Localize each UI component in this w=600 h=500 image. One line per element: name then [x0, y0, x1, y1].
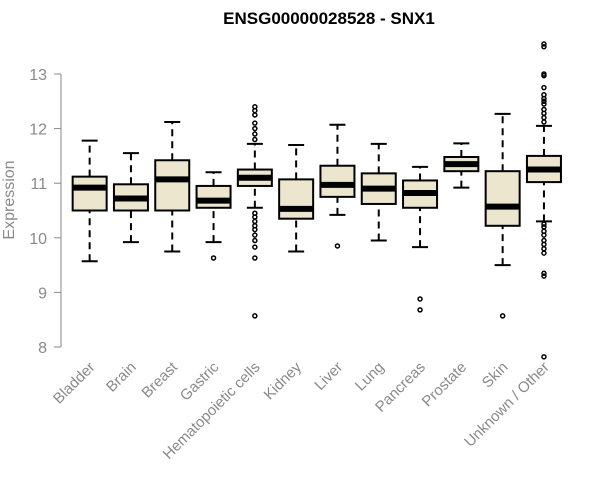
outlier-point: [252, 210, 258, 216]
box-iqr: [154, 159, 191, 212]
outlier-point: [252, 237, 258, 244]
outlier-point: [252, 232, 258, 238]
outlier-point: [252, 313, 258, 319]
outlier-point: [541, 101, 547, 107]
outlier-point: [252, 223, 258, 229]
y-tick-label: 8: [38, 340, 47, 357]
x-category-label: Skin: [479, 359, 512, 392]
outlier-point: [541, 98, 547, 105]
outlier-point: [541, 237, 547, 244]
y-tick-label: 13: [29, 67, 47, 84]
boxes-group: [71, 41, 562, 360]
outlier-point: [541, 228, 547, 234]
x-category-label: Liver: [311, 359, 346, 394]
outlier-point: [252, 112, 258, 118]
outlier-point: [541, 91, 547, 98]
outlier-point: [541, 43, 547, 50]
outlier-point: [252, 125, 258, 132]
outlier-point: [252, 244, 258, 250]
box-iqr: [278, 178, 315, 220]
box-iqr: [484, 170, 521, 227]
outlier-point: [541, 41, 547, 47]
outlier-point: [252, 136, 258, 143]
chart-title: ENSG00000028528 - SNX1: [223, 9, 435, 28]
x-category-label: Kidney: [261, 358, 306, 403]
y-axis-label: Expression: [1, 160, 18, 239]
outlier-point: [541, 106, 547, 113]
outlier-point: [541, 354, 547, 360]
x-category-label: Breast: [138, 358, 181, 401]
box-iqr: [71, 175, 108, 212]
outlier-point: [541, 84, 547, 91]
x-category-label: Prostate: [419, 359, 471, 411]
outlier-point: [252, 218, 258, 225]
outlier-point: [417, 307, 423, 313]
x-category-label: Brain: [103, 359, 140, 396]
box-iqr: [195, 184, 232, 209]
outlier-point: [252, 131, 258, 137]
outlier-point: [499, 313, 506, 319]
outlier-point: [541, 71, 547, 77]
outlier-point: [541, 270, 547, 277]
outlier-point: [252, 120, 258, 126]
outlier-point: [541, 250, 547, 256]
y-tick-label: 12: [29, 122, 47, 139]
y-tick-label: 9: [38, 285, 47, 302]
outlier-point: [334, 243, 341, 249]
outlier-point: [252, 104, 258, 110]
y-axis: 8 9 10 11 12 13: [29, 67, 62, 357]
outlier-point: [541, 221, 547, 227]
outlier-point: [541, 114, 547, 121]
x-category-label: Bladder: [50, 359, 99, 408]
outlier-point: [541, 245, 547, 252]
outlier-point: [210, 255, 217, 261]
x-category-label: Lung: [352, 359, 388, 395]
outlier-point: [417, 296, 423, 302]
y-tick-label: 10: [29, 231, 47, 248]
outlier-point: [541, 273, 547, 279]
outlier-point: [541, 119, 547, 125]
box-iqr: [319, 164, 356, 198]
outlier-point: [252, 255, 258, 261]
outlier-point: [541, 224, 547, 230]
y-tick-label: 11: [30, 176, 47, 193]
